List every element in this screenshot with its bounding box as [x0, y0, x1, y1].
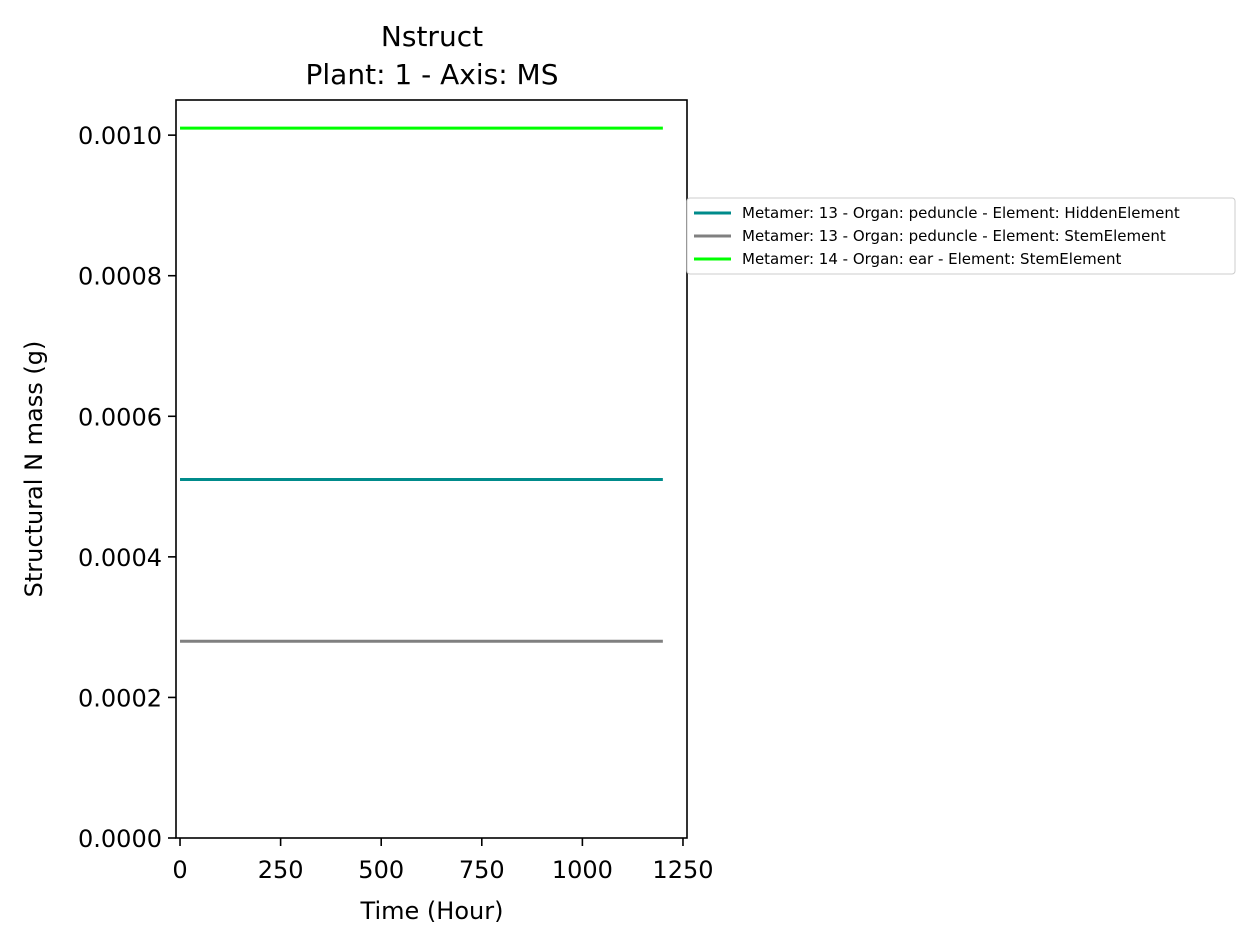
legend-label-2: Metamer: 13 - Organ: peduncle - Element:…	[742, 227, 1166, 245]
y-tick-label: 0.0010	[78, 122, 162, 150]
y-tick-label: 0.0002	[78, 684, 162, 712]
chart-title: Nstruct	[381, 20, 483, 53]
x-tick-label: 1000	[552, 856, 613, 884]
x-tick-label: 250	[258, 856, 304, 884]
y-axis-label: Structural N mass (g)	[20, 341, 48, 598]
y-tick-label: 0.0000	[78, 825, 162, 853]
y-tick-label: 0.0008	[78, 263, 162, 291]
x-tick-label: 1250	[652, 856, 713, 884]
x-axis-label: Time (Hour)	[360, 897, 504, 925]
x-tick-label: 750	[459, 856, 505, 884]
legend-label-3: Metamer: 14 - Organ: ear - Element: Stem…	[742, 250, 1122, 268]
series-layer	[180, 126, 663, 643]
x-tick-label: 500	[358, 856, 404, 884]
legend-label-1: Metamer: 13 - Organ: peduncle - Element:…	[742, 204, 1180, 222]
legend: Metamer: 13 - Organ: peduncle - Element:…	[686, 197, 1236, 275]
x-tick-label: 0	[172, 856, 187, 884]
plot-frame	[175, 99, 688, 839]
y-tick-label: 0.0006	[78, 403, 162, 431]
chart-subtitle: Plant: 1 - Axis: MS	[306, 58, 559, 91]
legend-frame	[686, 197, 1236, 275]
y-tick-label: 0.0004	[78, 544, 162, 572]
axes-layer: 0 250 500 750 1000 1250 0.0000 0.0002 0.0004 0.00…	[78, 99, 714, 884]
